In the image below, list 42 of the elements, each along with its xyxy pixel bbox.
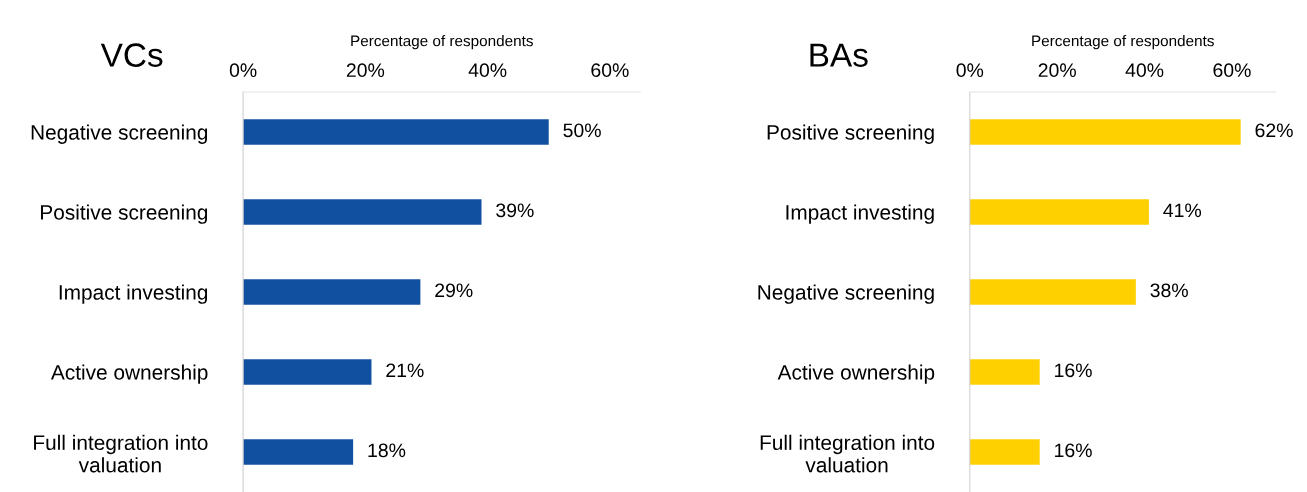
x-tick-label: 0% [229,63,257,78]
x-tick-label: 60% [591,63,629,78]
data-label: 41% [1163,203,1202,218]
x-tick-label: 20% [346,63,385,78]
y-tick-label: Full integration into valuation [760,434,935,473]
x-tick-label: 60% [1213,63,1251,78]
y-tick-label: Active ownership [50,364,208,384]
data-label: 38% [1150,283,1188,298]
bar [243,119,549,145]
x-axis-title: Percentage of respondents [1032,35,1214,50]
y-tick-label: Positive screening [41,204,208,224]
chart-title: VCs [100,43,163,67]
bar [969,359,1040,385]
bar [243,359,372,385]
y-tick-label: Impact investing [786,204,934,224]
x-tick-label: 40% [468,63,507,78]
x-axis-title: Percentage of respondents [351,35,533,50]
y-tick-label: Full integration into valuation [34,434,208,473]
bar [969,199,1149,225]
bar [243,199,482,225]
x-tick-label: 0% [956,63,984,78]
bar [243,279,421,305]
data-label: 50% [563,123,601,138]
data-label: 16% [1055,443,1092,458]
data-label: 62% [1255,123,1293,138]
y-tick-label: Impact investing [59,284,208,304]
data-label: 18% [368,443,406,458]
bar [969,279,1136,305]
data-label: 39% [496,203,534,218]
bar [969,439,1040,465]
data-label: 29% [435,283,473,298]
data-label: 21% [386,363,424,378]
chart-title: BAs [810,43,868,67]
y-tick-label: Positive screening [767,124,934,144]
data-label: 16% [1055,363,1092,378]
y-tick-label: Negative screening [758,284,934,304]
bar [243,439,354,465]
y-tick-label: Active ownership [777,364,935,384]
bar [969,119,1241,145]
y-tick-label: Negative screening [31,124,208,144]
x-tick-label: 20% [1038,63,1076,78]
x-tick-label: 40% [1125,63,1164,78]
